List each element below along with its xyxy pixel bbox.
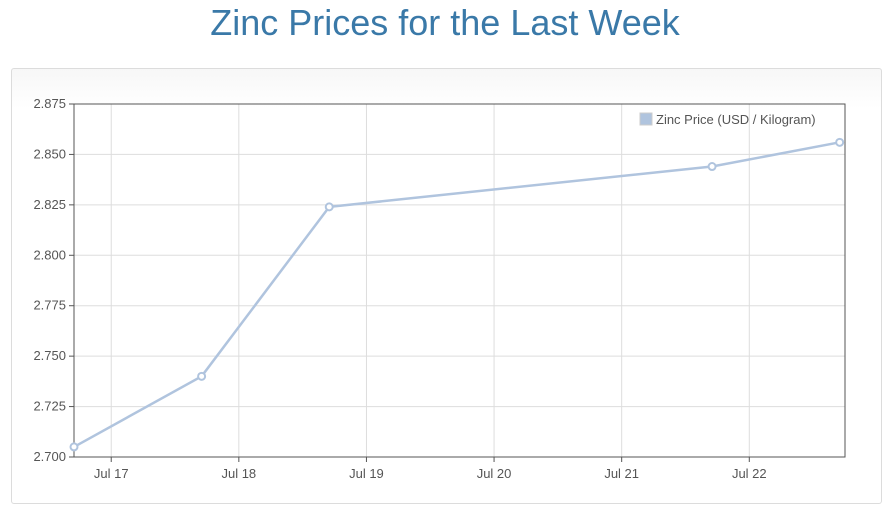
plot-border bbox=[73, 103, 846, 458]
legend-label: Zinc Price (USD / Kilogram) bbox=[656, 112, 816, 127]
page-title: Zinc Prices for the Last Week bbox=[210, 2, 680, 43]
data-point bbox=[197, 371, 207, 381]
x-tick-label: Jul 18 bbox=[221, 466, 256, 481]
data-point bbox=[69, 442, 79, 452]
grid-lines bbox=[74, 103, 845, 458]
y-tick-label: 2.750 bbox=[33, 348, 66, 363]
series-line bbox=[73, 141, 840, 449]
x-tick-label: Jul 22 bbox=[732, 466, 767, 481]
y-tick-label: 2.800 bbox=[33, 247, 66, 262]
data-point bbox=[835, 137, 845, 147]
series-layer bbox=[69, 137, 845, 452]
legend-swatch bbox=[639, 112, 653, 126]
legend: Zinc Price (USD / Kilogram) bbox=[639, 112, 816, 127]
y-tick-label: 2.775 bbox=[33, 298, 66, 313]
x-tick-label: Jul 19 bbox=[349, 466, 384, 481]
x-tick-label: Jul 20 bbox=[477, 466, 512, 481]
data-point bbox=[324, 202, 334, 212]
y-tick-label: 2.875 bbox=[33, 96, 66, 111]
y-tick-label: 2.850 bbox=[33, 146, 66, 161]
chart-panel bbox=[11, 68, 882, 504]
axes: 2.700 2.725 2.750 2.775 2.800 2.825 2.850 2.875… bbox=[33, 96, 846, 481]
y-tick-label: 2.825 bbox=[33, 197, 66, 212]
y-tick-label: 2.700 bbox=[33, 449, 66, 464]
x-tick-label: Jul 21 bbox=[604, 466, 639, 481]
data-point bbox=[707, 162, 717, 172]
x-tick-label: Jul 17 bbox=[94, 466, 129, 481]
y-tick-label: 2.725 bbox=[33, 399, 66, 414]
